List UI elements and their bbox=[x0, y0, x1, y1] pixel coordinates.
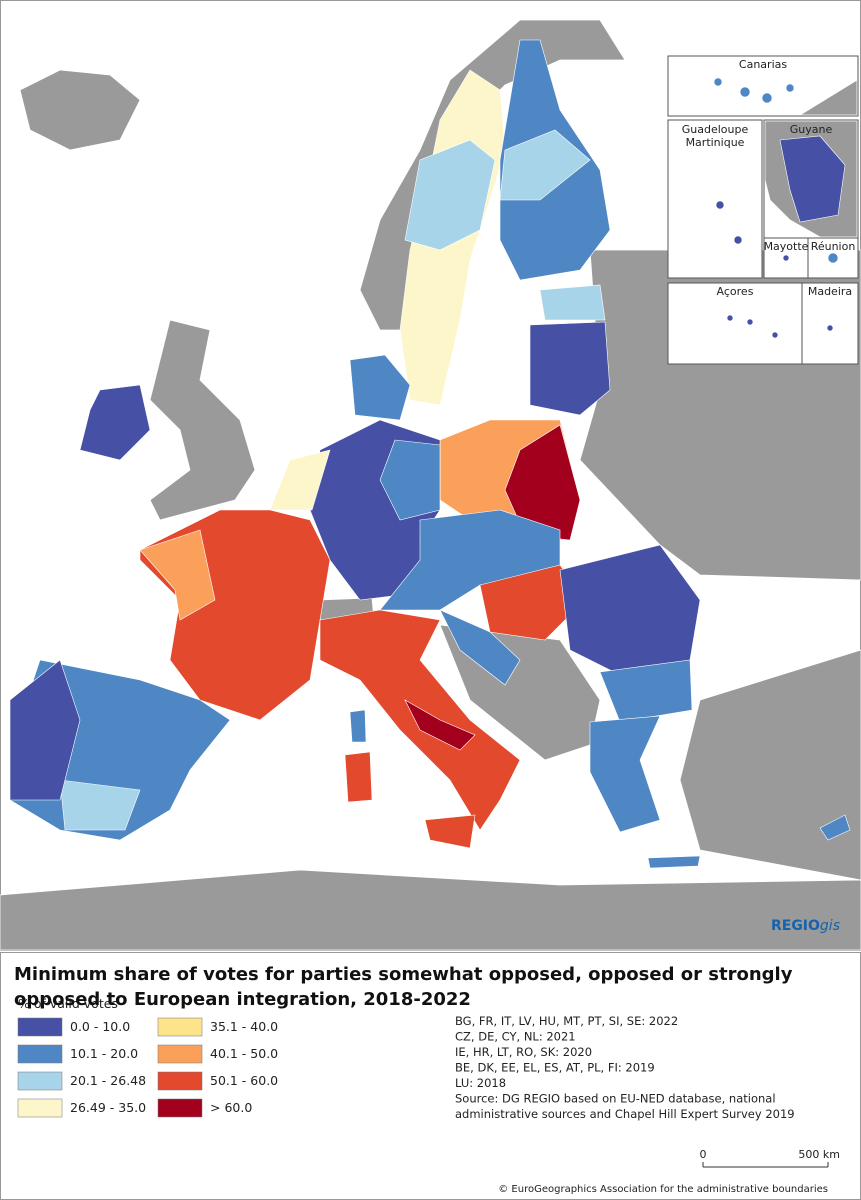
greece bbox=[589, 715, 661, 833]
legend-swatch bbox=[17, 1044, 63, 1064]
logo-main: REGIO bbox=[771, 918, 820, 934]
logo-suffix: gis bbox=[820, 918, 840, 934]
island bbox=[782, 254, 790, 262]
turkey bbox=[679, 649, 861, 881]
spain-south bbox=[59, 779, 141, 831]
island bbox=[771, 331, 779, 339]
corsica bbox=[349, 709, 367, 743]
latvia-lithuania bbox=[529, 321, 611, 416]
copyright: © EuroGeographics Association for the ad… bbox=[498, 1184, 828, 1195]
hungary bbox=[479, 564, 586, 641]
legend-swatch bbox=[17, 1071, 63, 1091]
sardinia bbox=[344, 751, 373, 803]
note-line: BE, DK, EE, EL, ES, AT, PL, FI: 2019 bbox=[455, 1061, 655, 1075]
denmark bbox=[349, 354, 411, 421]
inset-label: Guadeloupe bbox=[682, 123, 749, 136]
note-line: LU: 2018 bbox=[455, 1076, 506, 1090]
inset-box bbox=[801, 282, 859, 365]
africa-coast bbox=[798, 79, 858, 116]
legend-swatch bbox=[157, 1071, 203, 1091]
island bbox=[826, 324, 834, 332]
legend-label: 10.1 - 20.0 bbox=[70, 1046, 138, 1061]
non-eu-land bbox=[0, 19, 861, 951]
legend-swatch bbox=[157, 1098, 203, 1118]
legend-label: 50.1 - 60.0 bbox=[210, 1073, 278, 1088]
legend-label: > 60.0 bbox=[210, 1100, 252, 1115]
inset-label: Mayotte bbox=[764, 240, 809, 253]
legend-swatch bbox=[17, 1098, 63, 1118]
note-line: IE, HR, LT, RO, SK: 2020 bbox=[455, 1045, 592, 1059]
italy-centre bbox=[404, 699, 476, 751]
legend-label: 26.49 - 35.0 bbox=[70, 1100, 146, 1115]
note-line: Source: DG REGIO based on EU-NED databas… bbox=[455, 1092, 776, 1106]
sweden-north bbox=[404, 139, 496, 251]
legend-title: % of valid votes bbox=[18, 996, 118, 1011]
france-west bbox=[139, 529, 216, 621]
island bbox=[715, 200, 725, 210]
inset-label: Martinique bbox=[686, 136, 745, 149]
inset-label: Guyane bbox=[790, 123, 833, 136]
north-africa bbox=[0, 869, 861, 951]
island bbox=[713, 77, 723, 87]
island bbox=[827, 252, 839, 264]
island bbox=[726, 314, 734, 322]
logo: REGIOgis bbox=[771, 918, 840, 934]
island bbox=[739, 86, 751, 98]
benelux bbox=[269, 449, 331, 511]
bulgaria bbox=[599, 659, 693, 723]
inset-label: Açores bbox=[717, 285, 754, 298]
note-line: CZ, DE, CY, NL: 2021 bbox=[455, 1030, 576, 1044]
inset-box bbox=[667, 119, 763, 279]
inset-label: Madeira bbox=[808, 285, 852, 298]
inset-box bbox=[667, 282, 803, 365]
legend-swatch bbox=[157, 1017, 203, 1037]
notes: BG, FR, IT, LV, HU, MT, PT, SI, SE: 2022… bbox=[455, 1014, 795, 1121]
note-line: administrative sources and Chapel Hill E… bbox=[455, 1107, 795, 1121]
great-britain bbox=[149, 319, 256, 521]
legend: 0.0 - 10.0 10.1 - 20.0 20.1 - 26.48 26.49 -… bbox=[17, 1017, 278, 1118]
map-title: Minimum share of votes for parties somew… bbox=[14, 964, 793, 1010]
legend-label: 20.1 - 26.48 bbox=[70, 1073, 146, 1088]
legend-swatch bbox=[17, 1017, 63, 1037]
poland-east bbox=[504, 424, 581, 541]
legend-swatch bbox=[157, 1044, 203, 1064]
germany-east bbox=[379, 439, 441, 521]
inset-label: Réunion bbox=[811, 240, 856, 253]
insets: Canarias Guadeloupe Martinique Guyane Ma… bbox=[667, 55, 859, 365]
ireland bbox=[79, 384, 151, 461]
inset-label: Canarias bbox=[739, 58, 787, 71]
scale-label: 0 bbox=[700, 1148, 707, 1161]
regions bbox=[9, 39, 851, 869]
island bbox=[761, 92, 773, 104]
legend-label: 40.1 - 50.0 bbox=[210, 1046, 278, 1061]
estonia bbox=[539, 284, 606, 321]
legend-label: 35.1 - 40.0 bbox=[210, 1019, 278, 1034]
legend-label: 0.0 - 10.0 bbox=[70, 1019, 130, 1034]
sicily bbox=[424, 814, 476, 849]
iceland bbox=[19, 69, 141, 151]
note-line: BG, FR, IT, LV, HU, MT, PT, SI, SE: 2022 bbox=[455, 1014, 678, 1028]
portugal bbox=[9, 659, 81, 801]
finland-south bbox=[499, 129, 591, 201]
cyprus bbox=[819, 814, 851, 841]
slovenia-croatia bbox=[439, 609, 521, 686]
island bbox=[746, 318, 754, 326]
guyane bbox=[779, 135, 846, 223]
island bbox=[733, 235, 743, 245]
scale-label: 500 km bbox=[798, 1148, 840, 1161]
crete bbox=[647, 855, 701, 869]
scale-bar: 0 500 km bbox=[700, 1148, 840, 1168]
island bbox=[785, 83, 795, 93]
